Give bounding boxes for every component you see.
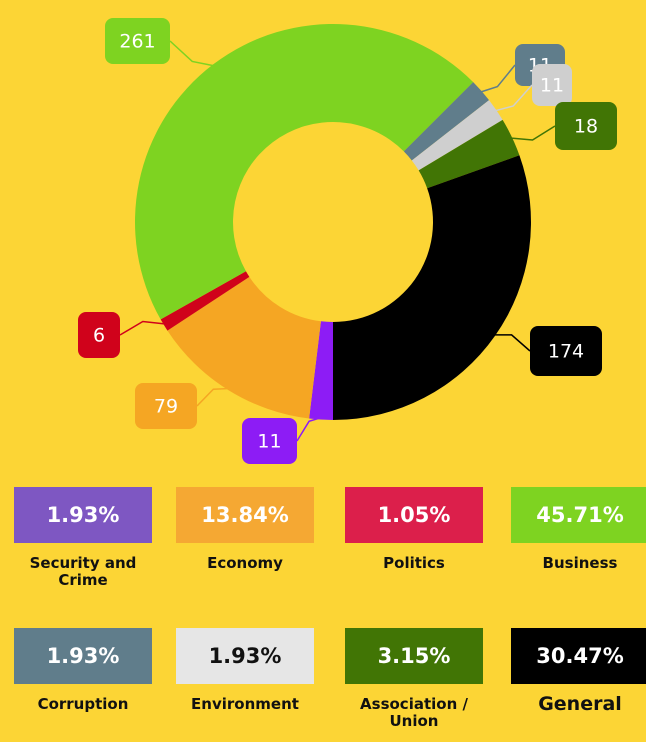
legend-percent: 13.84% [176,487,314,543]
callout-value: 11 [540,75,564,97]
legend-label: Association / Union [360,695,468,730]
legend-percent: 3.15% [345,628,483,684]
callout-value: 11 [257,431,281,453]
legend-label: Politics [383,554,445,572]
callout-value: 18 [574,116,598,138]
legend-label: Environment [191,695,299,713]
donut-segment [403,82,490,161]
callout-line [196,387,230,407]
callout-box [555,102,617,150]
donut-segment [135,24,474,320]
legend-item: 1.93% Corruption [8,628,158,713]
callout-box [135,383,197,429]
legend-percent: 30.47% [511,628,646,684]
legend-item: 3.15% Association / Union [339,628,489,730]
callout-line [494,84,533,112]
callout-line [296,416,322,442]
callout-line [169,40,215,67]
legend-percent: 1.93% [176,628,314,684]
callout-box [532,64,572,106]
legend-label: Economy [207,554,283,572]
donut-segment [333,155,531,420]
callout-value: 6 [93,325,105,347]
callout-value: 261 [119,31,155,53]
callout-value: 79 [154,396,178,418]
legend-label: Corruption [37,695,129,713]
callout-box [105,18,170,64]
legend-label: Business [542,554,618,572]
callout-line [479,64,516,93]
callout-box [242,418,297,464]
legend-percent: 45.71% [511,487,646,543]
donut-segment [167,276,321,419]
donut-chart: 11796261111118174 [78,18,617,464]
donut-segment [411,100,503,171]
donut-segment [160,271,250,331]
legend-item: 1.05% Politics [339,487,489,572]
legend-item: 45.71% Business [505,487,646,572]
callout-box [530,326,602,376]
legend-item: 1.93% Environment [170,628,320,713]
callout-value: 174 [548,341,584,363]
legend-percent: 1.05% [345,487,483,543]
callout-box [78,312,120,358]
callout-line [510,125,556,141]
legend-item: 13.84% Economy [170,487,320,572]
callout-line [493,334,531,352]
legend-label: Security and Crime [29,554,137,589]
legend-item: 30.47% General [505,628,646,715]
donut-segment [418,119,520,189]
legend-percent: 1.93% [14,628,152,684]
legend-percent: 1.93% [14,487,152,543]
legend-item: 1.93% Security and Crime [8,487,158,589]
donut-segment [309,321,333,420]
legend-label: General [538,693,622,715]
callout-line [119,320,166,336]
